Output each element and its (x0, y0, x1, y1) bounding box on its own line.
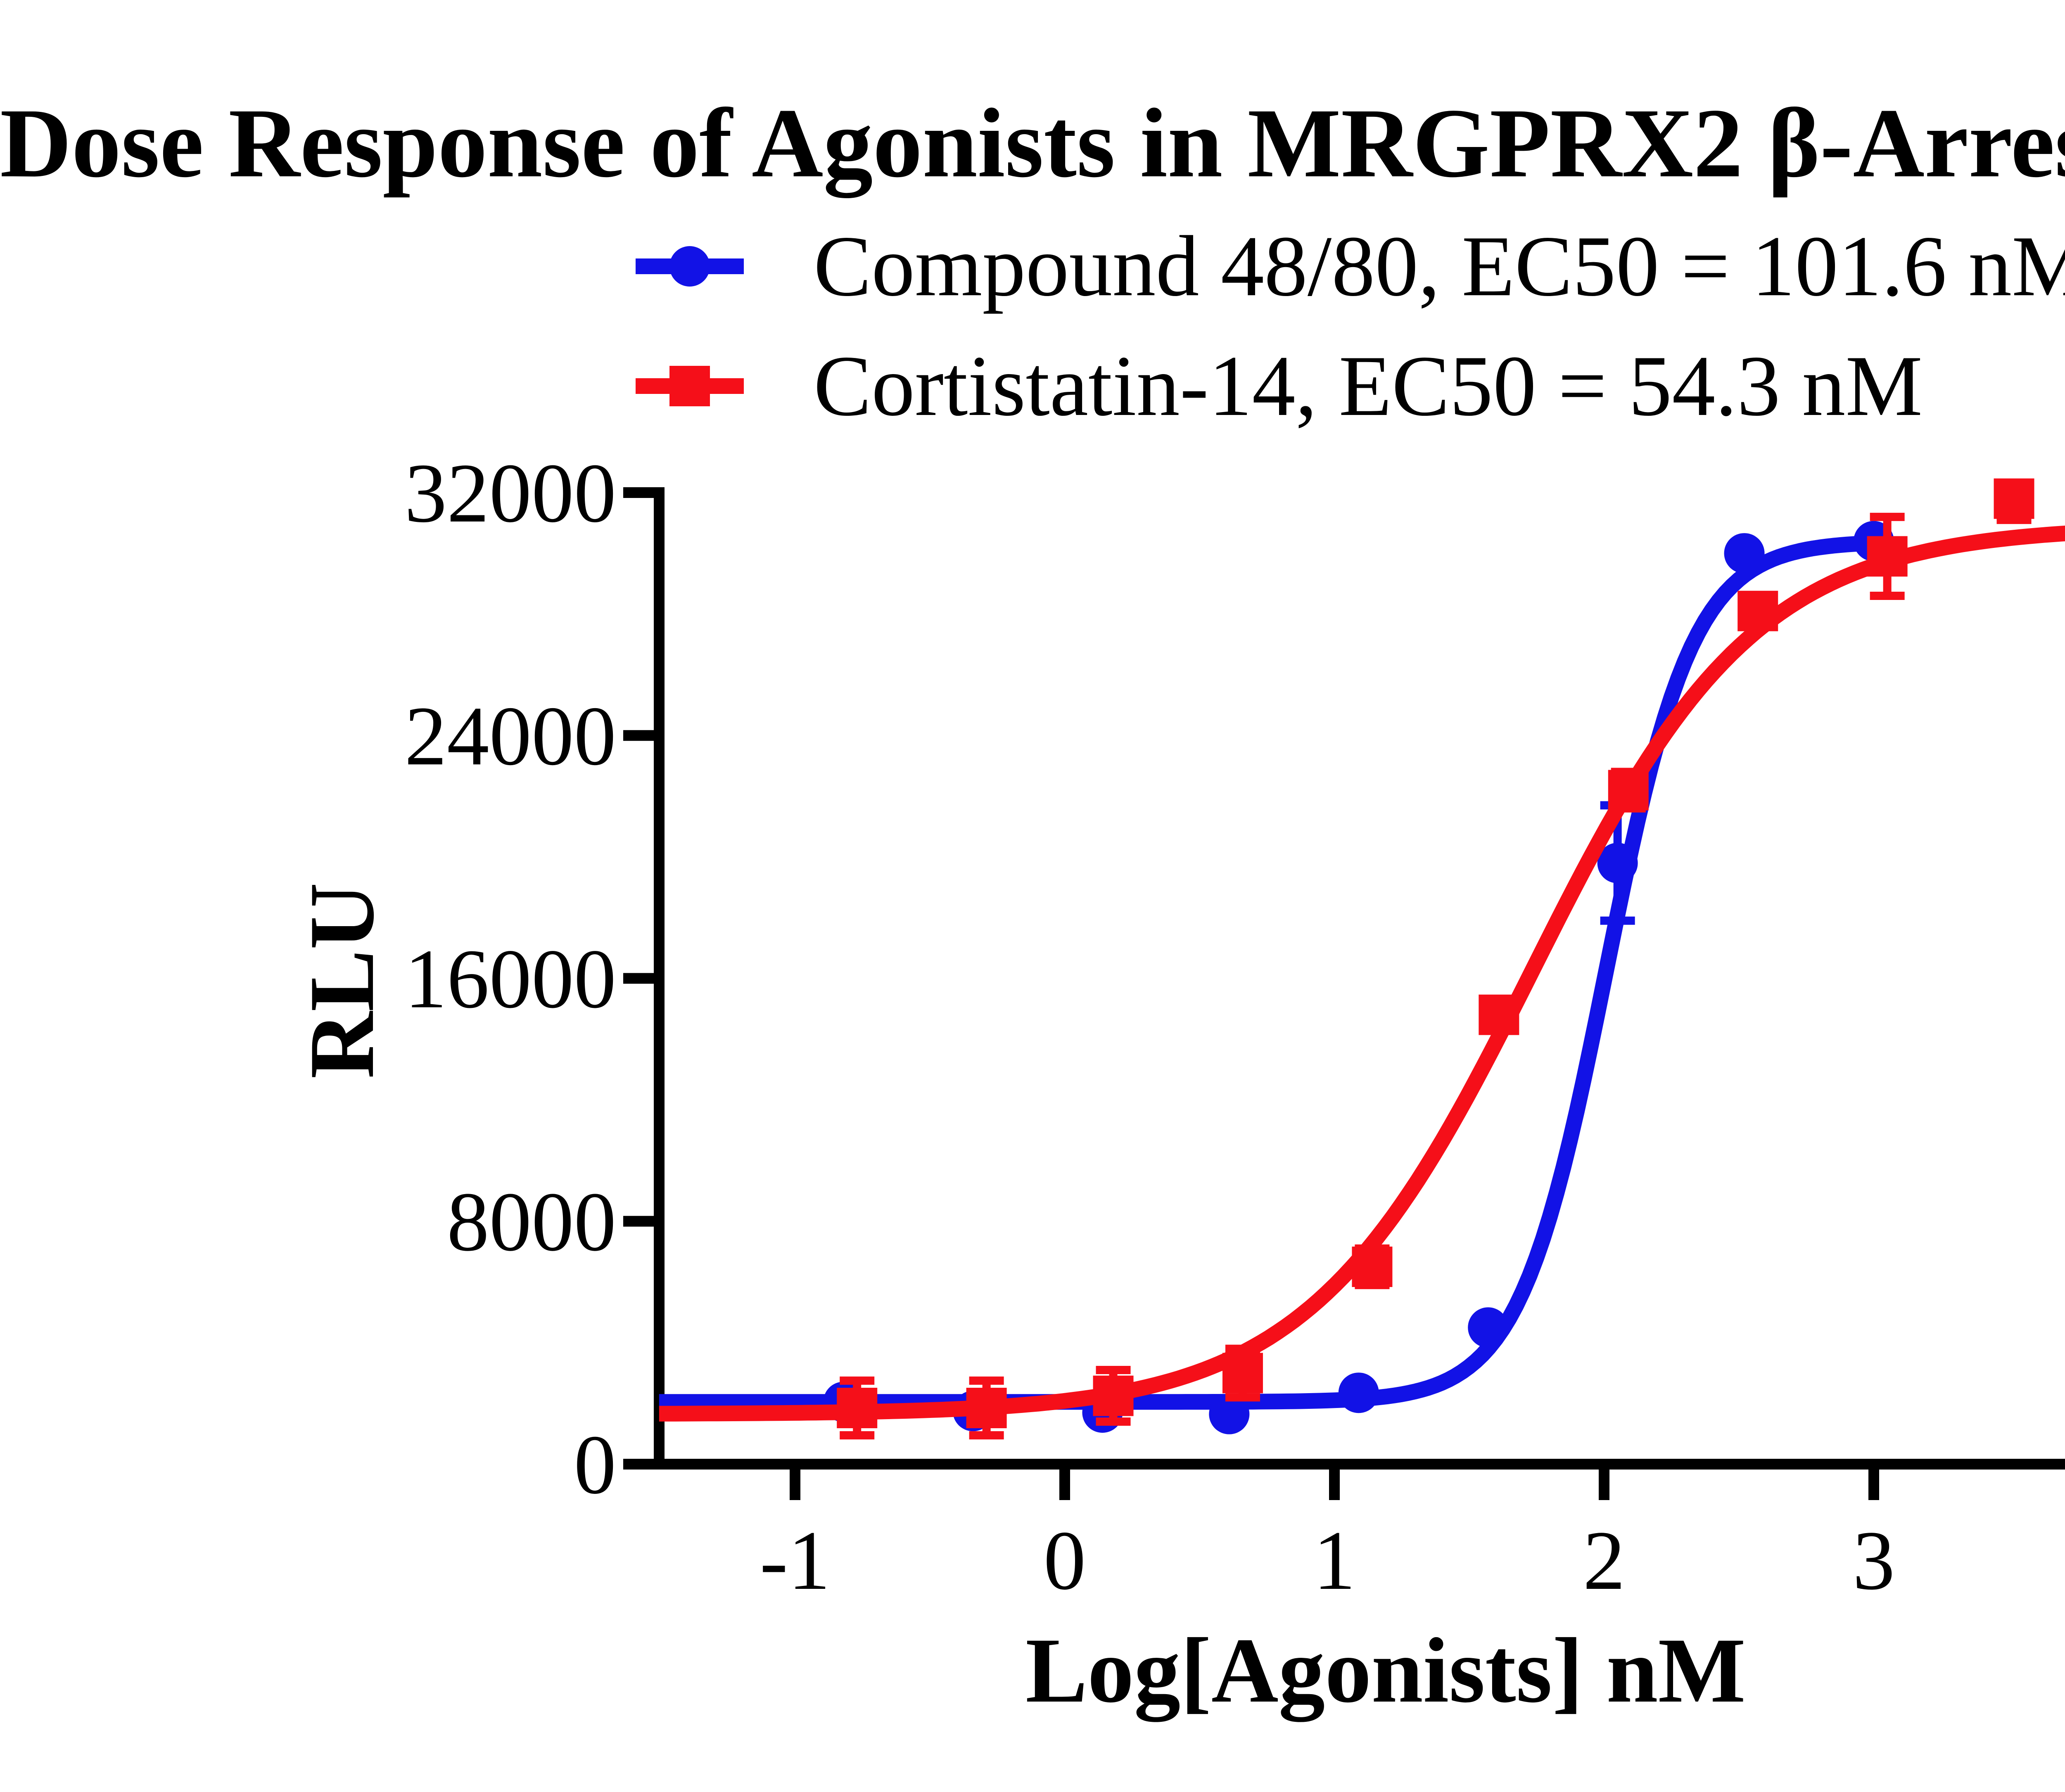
y-tick-label: 0 (574, 1418, 617, 1512)
x-axis-title: Log[Agonists] nM (1025, 1619, 1746, 1722)
data-point-square (1737, 590, 1778, 631)
x-tick-label: 2 (1583, 1514, 1626, 1607)
legend-label-compound-48-80: Compound 48/80, EC50 = 101.6 nM (814, 218, 2065, 314)
data-point-square (966, 1387, 1007, 1428)
data-point-circle (1338, 1372, 1379, 1413)
data-point-square (837, 1387, 878, 1428)
y-tick-label: 24000 (405, 689, 617, 783)
data-point-square (1994, 478, 2034, 519)
y-tick-label: 16000 (405, 932, 617, 1026)
data-point-square (1222, 1353, 1263, 1394)
legend-item-cortistatin-14: Cortistatin-14, EC50 = 54.3 nM (632, 338, 2065, 434)
legend: Compound 48/80, EC50 = 101.6 nM Cortista… (632, 218, 2065, 434)
y-tick-label: 8000 (447, 1175, 616, 1269)
legend-item-compound-48-80: Compound 48/80, EC50 = 101.6 nM (632, 218, 2065, 314)
legend-marker-circle-icon (636, 246, 744, 287)
data-point-square (1608, 770, 1649, 811)
legend-square-marker (669, 366, 710, 406)
data-point-circle (1209, 1394, 1250, 1434)
data-point-square (1479, 994, 1519, 1035)
legend-label-cortistatin-14: Cortistatin-14, EC50 = 54.3 nM (814, 338, 1923, 434)
x-tick-label: -1 (760, 1514, 831, 1607)
data-point-square (1352, 1247, 1393, 1287)
data-point-circle (1468, 1307, 1509, 1348)
x-tick-label: 3 (1853, 1514, 1895, 1607)
x-tick-label: 1 (1313, 1514, 1356, 1607)
y-axis-title: RLU (290, 882, 393, 1079)
legend-circle-marker (669, 246, 710, 287)
fit-curve-series-0 (658, 535, 1875, 1410)
x-tick-label: 0 (1044, 1514, 1086, 1607)
chart-title: Dose Response of Agonists in MRGPRX2 β-A… (0, 88, 2065, 198)
legend-marker-square-icon (636, 366, 744, 406)
data-point-circle (1597, 843, 1638, 884)
data-point-square (1093, 1375, 1134, 1416)
data-point-circle (1724, 533, 1765, 574)
data-point-square (1867, 536, 1908, 577)
y-tick-label: 32000 (405, 446, 617, 540)
